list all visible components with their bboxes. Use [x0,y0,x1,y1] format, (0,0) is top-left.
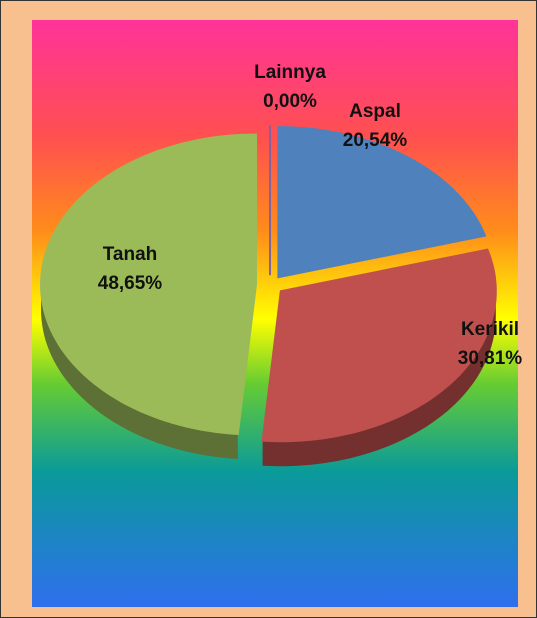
slice-label-value: 30,81% [458,348,523,369]
slice-label-value: 0,00% [263,91,317,112]
slice [277,126,487,279]
slice-side [262,291,496,467]
slice [39,133,257,436]
slice-label-value: 20,54% [343,130,408,151]
slice-label-name: Tanah [103,244,158,265]
slice-label-value: 48,65% [98,273,163,294]
slice-label-name: Kerikil [461,319,519,340]
slice-label-name: Aspal [349,101,401,122]
slice-label-name: Lainnya [254,62,326,83]
slice [261,248,497,443]
